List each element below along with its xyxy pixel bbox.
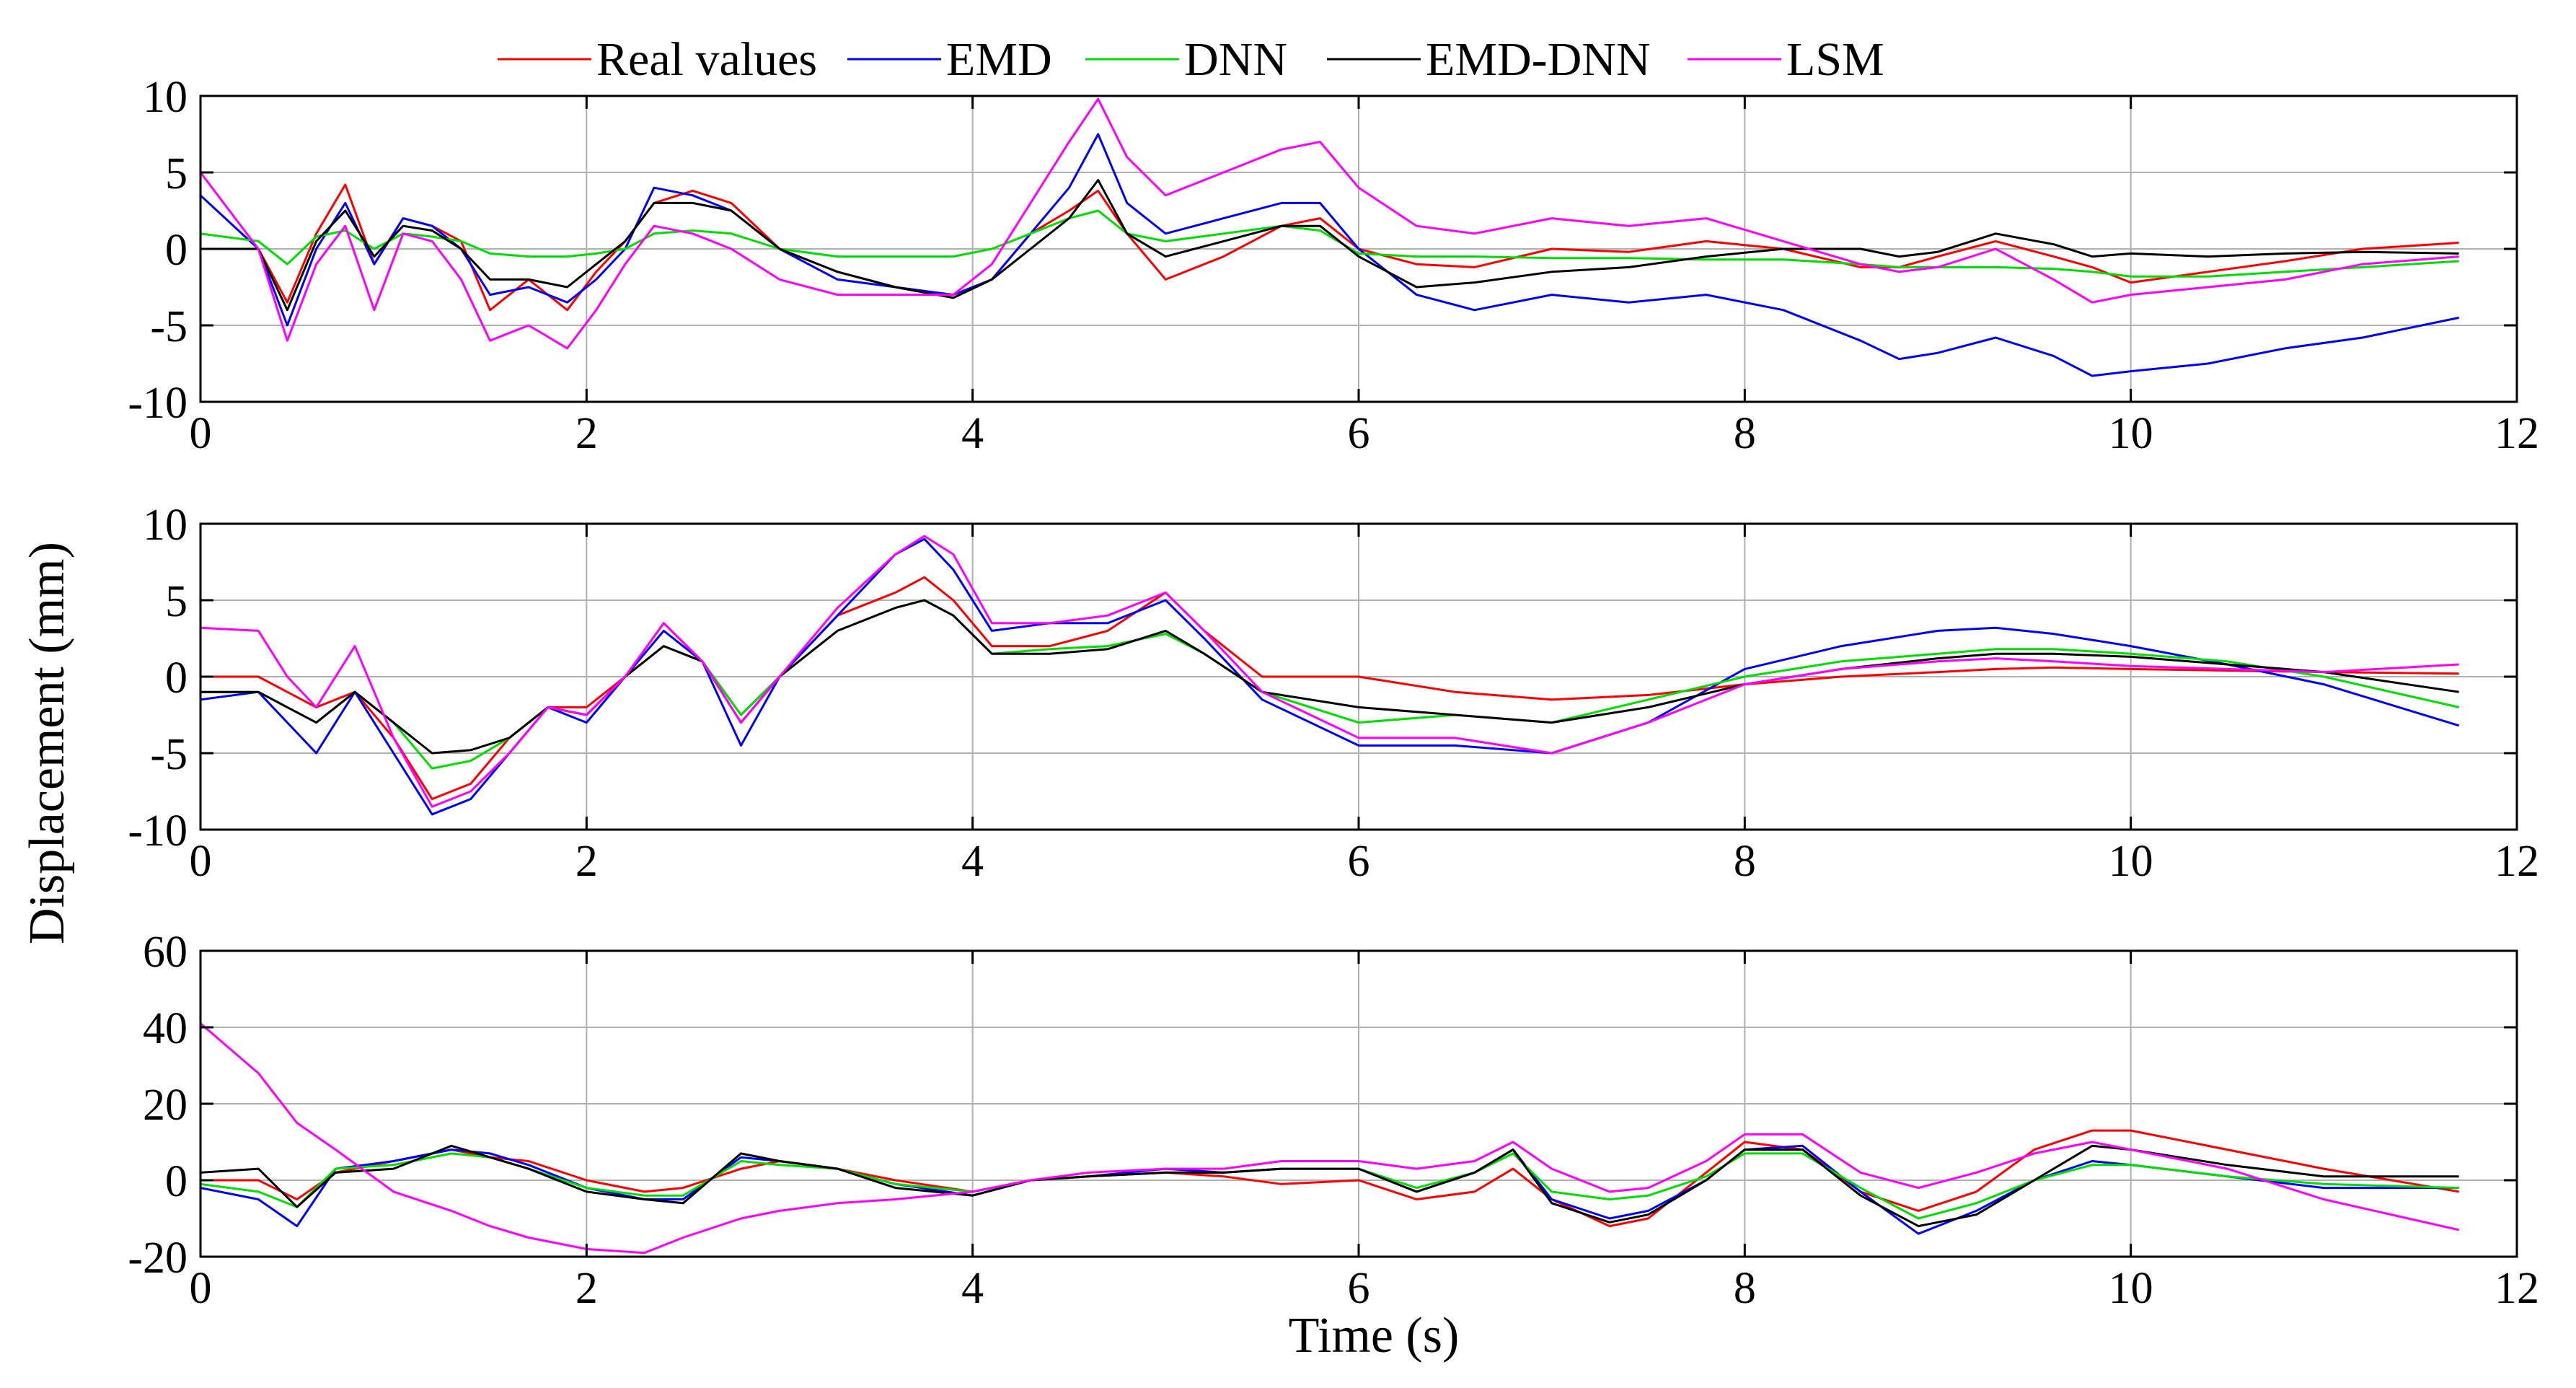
y-tick-label: -10 (128, 807, 188, 856)
legend-label: LSM (1786, 33, 1884, 86)
series-line-lsm (200, 1022, 2460, 1255)
x-tick-label: 4 (961, 409, 984, 458)
x-tick-label: 6 (1348, 409, 1370, 458)
series-group (200, 97, 2460, 377)
legend-label: Real values (596, 33, 817, 86)
x-tick-label: 10 (2109, 409, 2153, 458)
y-tick-label: 5 (165, 577, 188, 626)
series-group (200, 535, 2460, 816)
x-tick-label: 12 (2495, 837, 2539, 886)
y-tick-label: 0 (165, 1157, 188, 1206)
series-line-real-values (200, 576, 2459, 801)
legend: Real values EMD DNN EMD-DNN LSM (498, 33, 1884, 86)
x-tick-label: 2 (575, 409, 598, 458)
x-tick-label: 6 (1348, 1264, 1370, 1313)
x-tick-label: 2 (575, 1264, 598, 1313)
x-tick-label: 12 (2495, 1264, 2539, 1313)
series-group (200, 1022, 2460, 1255)
series-line-lsm (200, 97, 2459, 350)
x-tick-label: 6 (1348, 837, 1370, 886)
x-tick-label: 2 (575, 837, 598, 886)
x-tick-label: 0 (190, 837, 212, 886)
legend-item-emd-dnn: EMD-DNN (1327, 33, 1651, 86)
legend-label: DNN (1184, 33, 1287, 86)
series-line-emd-dnn (200, 1144, 2459, 1228)
y-tick-label: -20 (128, 1234, 188, 1283)
series-line-dnn (200, 209, 2459, 278)
legend-item-dnn: DNN (1085, 33, 1287, 86)
y-tick-label: 20 (143, 1081, 188, 1130)
panel-middle: 0 2 4 6 8 10 12 -10 -5 0 5 10 (128, 501, 2539, 886)
y-tick-label: 40 (143, 1004, 188, 1053)
series-line-emd-dnn (200, 179, 2459, 312)
x-axis-label: Time (s) (1289, 1308, 1460, 1363)
x-tick-label: 10 (2109, 1264, 2153, 1313)
y-tick-label: 60 (143, 928, 188, 977)
x-tick-label: 4 (961, 1264, 984, 1313)
legend-item-real-values: Real values (498, 33, 817, 86)
x-tick-label: 0 (190, 409, 212, 458)
y-tick-label: -5 (150, 730, 188, 779)
y-tick-label: 10 (143, 501, 188, 550)
y-tick-label: 5 (165, 149, 188, 198)
legend-item-lsm: LSM (1688, 33, 1884, 86)
series-line-emd-dnn (200, 599, 2459, 755)
y-tick-label: 0 (165, 226, 188, 275)
y-tick-label: 0 (165, 654, 188, 703)
x-tick-label: 8 (1734, 1264, 1756, 1313)
series-line-lsm (200, 535, 2459, 808)
y-axis-label: Displacement (mm) (19, 542, 75, 944)
legend-item-emd: EMD (847, 33, 1052, 86)
legend-label: EMD-DNN (1426, 33, 1651, 86)
x-tick-label: 8 (1734, 409, 1756, 458)
y-tick-label: -10 (128, 379, 188, 428)
x-tick-label: 12 (2495, 409, 2539, 458)
x-tick-label: 8 (1734, 837, 1756, 886)
x-tick-label: 10 (2109, 837, 2153, 886)
x-tick-label: 0 (190, 1264, 212, 1313)
panel-top: 0 2 4 6 8 10 12 -10 -5 0 5 10 (128, 73, 2539, 458)
x-tick-label: 4 (961, 837, 984, 886)
legend-label: EMD (946, 33, 1052, 86)
y-tick-label: -5 (150, 302, 188, 351)
y-tick-label: 10 (143, 73, 188, 122)
series-line-emd (200, 537, 2460, 816)
